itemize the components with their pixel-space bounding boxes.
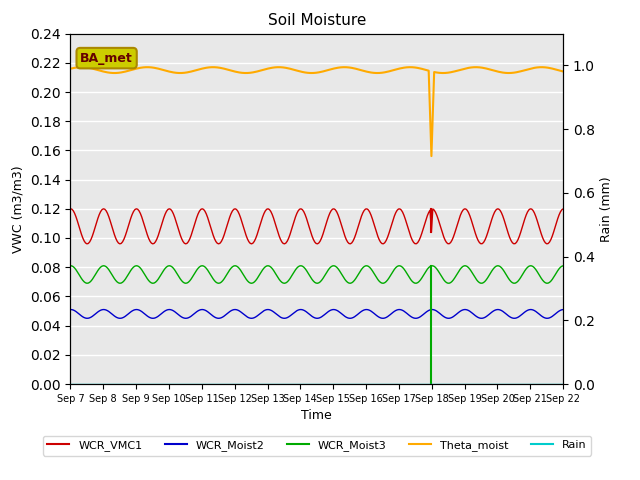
Title: Soil Moisture: Soil Moisture [268,13,366,28]
Legend: WCR_VMC1, WCR_Moist2, WCR_Moist3, Theta_moist, Rain: WCR_VMC1, WCR_Moist2, WCR_Moist3, Theta_… [43,436,591,456]
Y-axis label: VWC (m3/m3): VWC (m3/m3) [12,165,24,252]
Text: BA_met: BA_met [80,52,133,65]
X-axis label: Time: Time [301,409,332,422]
Y-axis label: Rain (mm): Rain (mm) [600,176,614,241]
